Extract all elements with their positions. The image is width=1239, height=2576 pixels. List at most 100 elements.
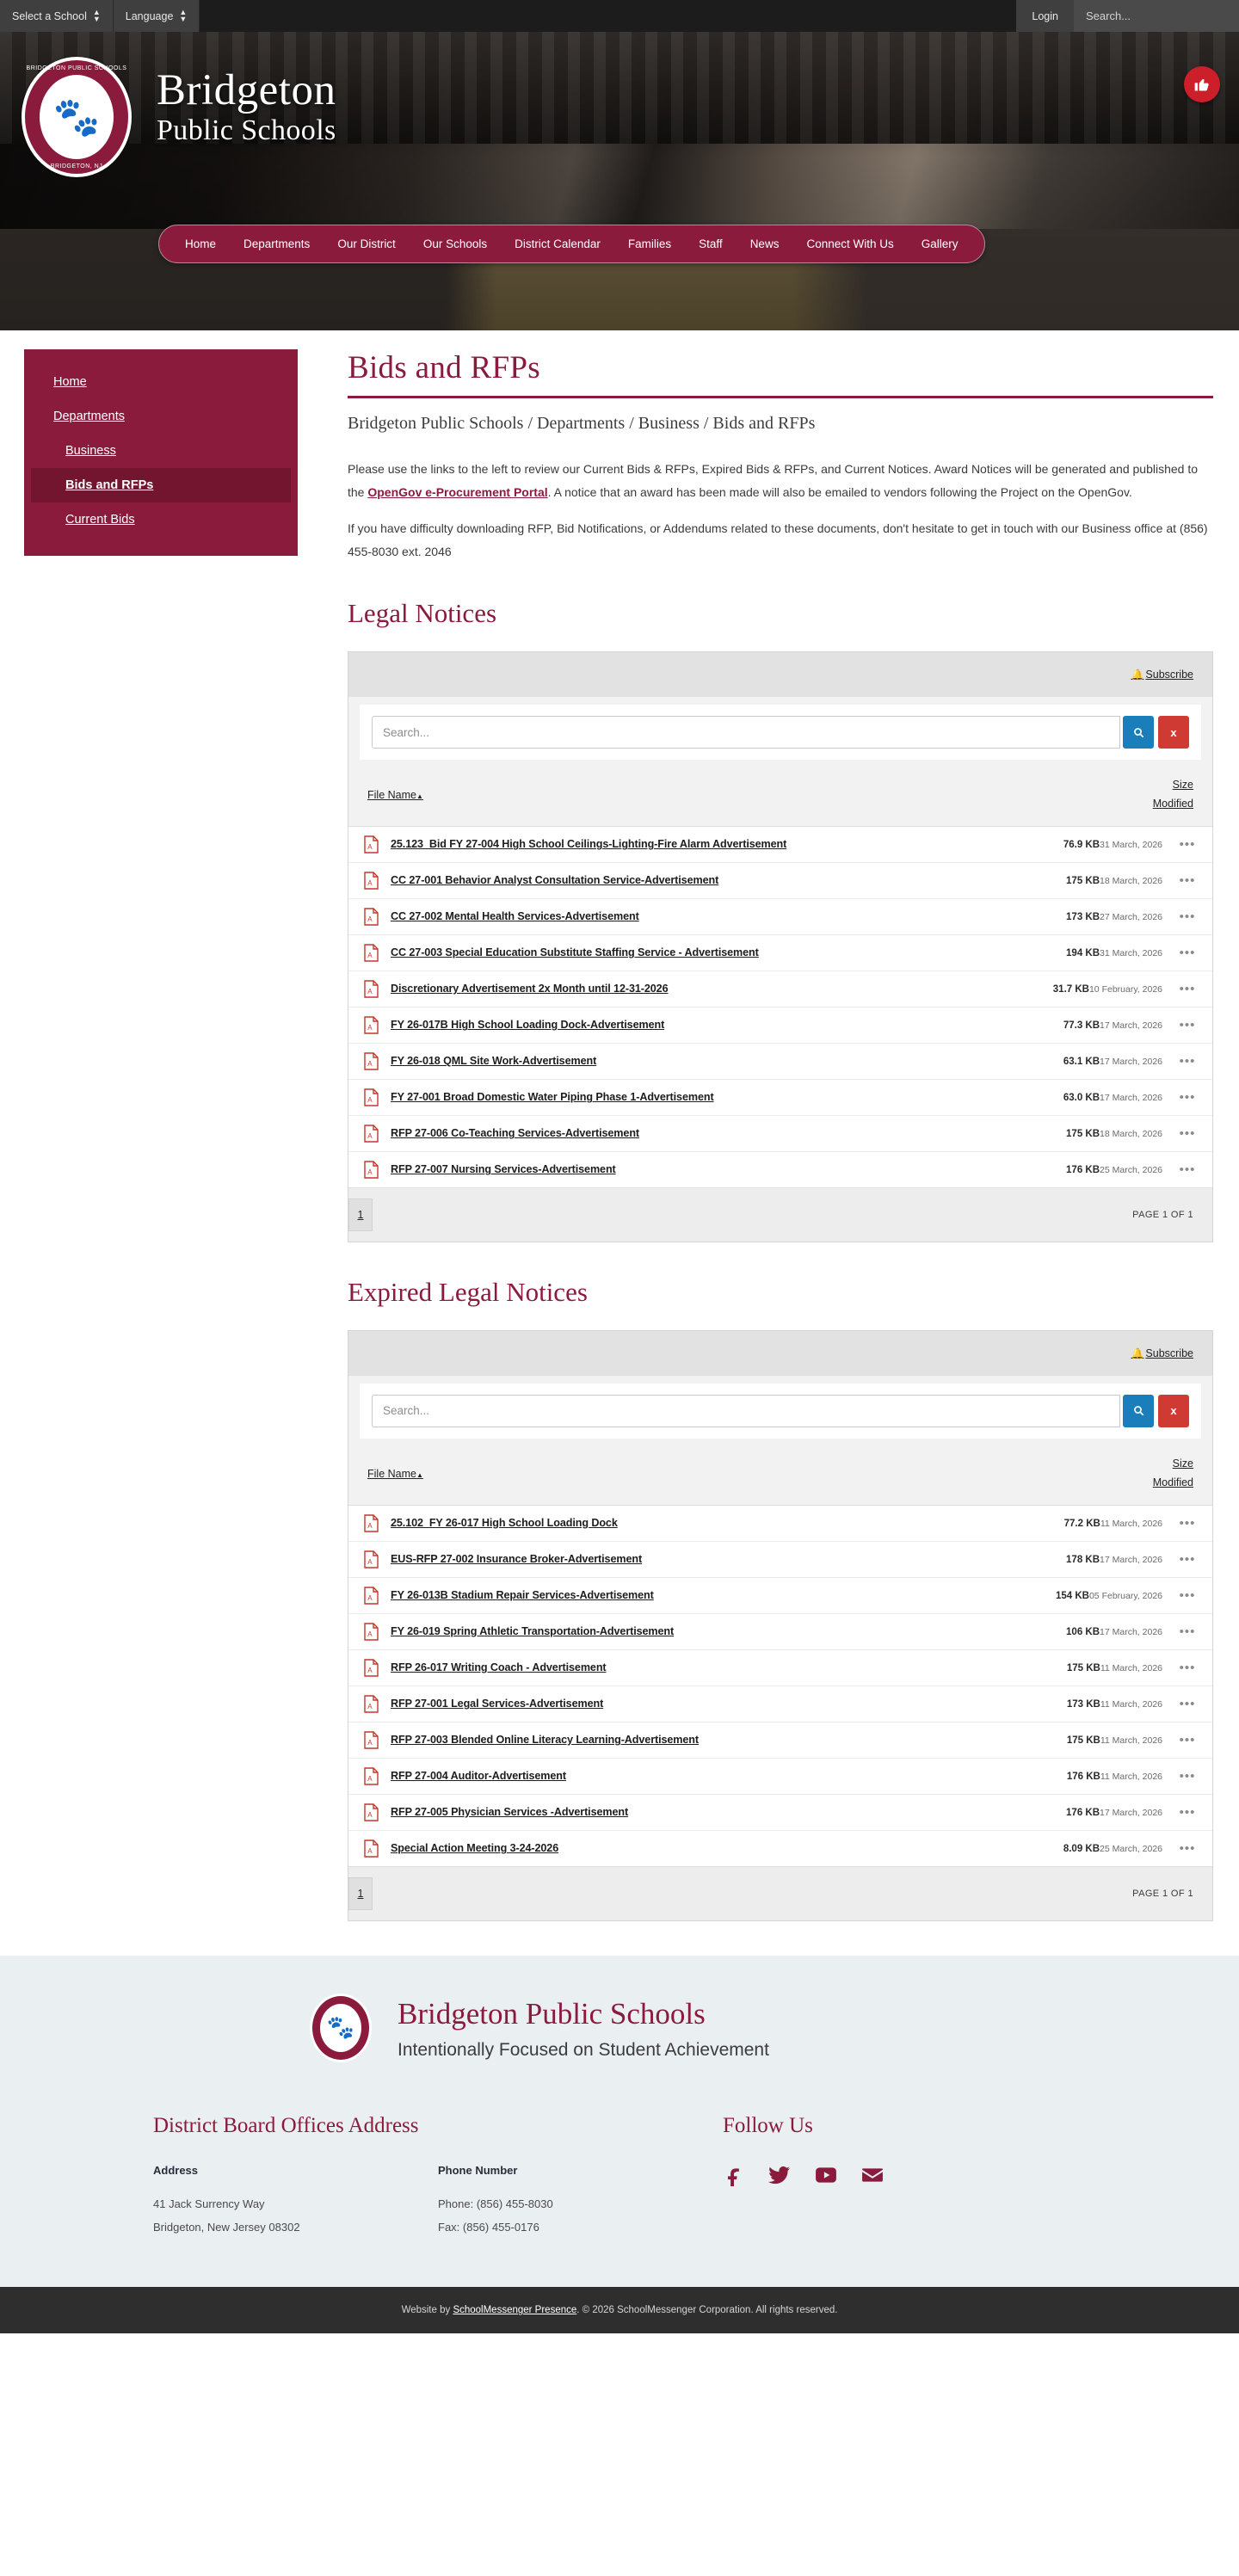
nav-item-staff[interactable]: Staff — [699, 237, 723, 250]
page-number-1[interactable]: 1 — [348, 1877, 373, 1910]
youtube-icon[interactable] — [814, 2164, 838, 2186]
row-menu-button[interactable]: ••• — [1179, 1053, 1196, 1069]
row-menu-button[interactable]: ••• — [1179, 1624, 1196, 1639]
file-row[interactable]: A FY 26-019 Spring Athletic Transportatio… — [348, 1612, 1212, 1649]
file-name-link[interactable]: FY 26-017B High School Loading Dock-Adve… — [391, 1019, 665, 1032]
filebox-clear-button[interactable]: x — [1158, 716, 1189, 749]
file-name-link[interactable]: CC 27-002 Mental Health Services-Adverti… — [391, 910, 639, 923]
filebox-search-input[interactable] — [372, 1394, 1120, 1427]
footer-district-seal-logo[interactable]: 🐾 — [310, 1993, 372, 2062]
sidebar-item-current-bids[interactable]: Current Bids — [65, 513, 135, 527]
row-menu-button[interactable]: ••• — [1179, 1732, 1196, 1747]
file-row[interactable]: A RFP 26-017 Writing Coach - Advertisemen… — [348, 1649, 1212, 1685]
subscribe-link[interactable]: 🔔 Subscribe — [1131, 1347, 1193, 1359]
file-row[interactable]: A FY 26-018 QML Site Work-Advertisement 63… — [348, 1042, 1212, 1079]
file-name-link[interactable]: FY 26-018 QML Site Work-Advertisement — [391, 1055, 597, 1068]
file-name-link[interactable]: RFP 27-004 Auditor-Advertisement — [391, 1770, 566, 1783]
file-name-link[interactable]: Special Action Meeting 3-24-2026 — [391, 1842, 559, 1855]
file-name-link[interactable]: FY 26-013B Stadium Repair Services-Adver… — [391, 1589, 654, 1602]
nav-item-our-district[interactable]: Our District — [337, 237, 396, 250]
sidebar-item-bids-and-rfps[interactable]: Bids and RFPs — [31, 468, 291, 502]
file-row[interactable]: A RFP 27-003 Blended Online Literacy Lear… — [348, 1721, 1212, 1758]
file-row[interactable]: A FY 26-017B High School Loading Dock-Adv… — [348, 1006, 1212, 1043]
sidebar-item-departments[interactable]: Departments — [53, 410, 126, 423]
row-menu-button[interactable]: ••• — [1179, 836, 1196, 852]
file-row[interactable]: A RFP 27-005 Physician Services -Advertis… — [348, 1793, 1212, 1830]
filebox-search-button[interactable] — [1123, 716, 1154, 749]
row-menu-button[interactable]: ••• — [1179, 945, 1196, 960]
email-icon[interactable] — [860, 2164, 885, 2186]
page-number-1[interactable]: 1 — [348, 1198, 373, 1231]
file-name-link[interactable]: 25.102_FY 26-017 High School Loading Doc… — [391, 1517, 618, 1530]
file-row[interactable]: A FY 26-013B Stadium Repair Services-Adve… — [348, 1576, 1212, 1613]
row-menu-button[interactable]: ••• — [1179, 1017, 1196, 1032]
nav-item-our-schools[interactable]: Our Schools — [422, 237, 488, 250]
facebook-icon[interactable] — [723, 2164, 745, 2188]
file-row[interactable]: A Discretionary Advertisement 2x Month un… — [348, 970, 1212, 1007]
nav-item-departments[interactable]: Departments — [243, 237, 311, 250]
nav-item-district-calendar[interactable]: District Calendar — [515, 237, 601, 250]
file-name-link[interactable]: RFP 27-006 Co-Teaching Services-Advertis… — [391, 1127, 639, 1140]
nav-item-gallery[interactable]: Gallery — [921, 237, 959, 250]
language-select[interactable]: Language ▲ ▼ — [113, 0, 200, 32]
file-row[interactable]: A Special Action Meeting 3-24-2026 8.09 KB… — [348, 1829, 1212, 1866]
column-header-size[interactable]: Size — [1172, 779, 1193, 792]
file-row[interactable]: A RFP 27-007 Nursing Services-Advertiseme… — [348, 1150, 1212, 1187]
file-row[interactable]: A 25.123_Bid FY 27-004 High School Ceilin… — [348, 825, 1212, 862]
row-menu-button[interactable]: ••• — [1179, 1587, 1196, 1603]
file-row[interactable]: A CC 27-003 Special Education Substitute … — [348, 934, 1212, 971]
file-name-link[interactable]: RFP 27-005 Physician Services -Advertise… — [391, 1806, 629, 1819]
file-name-link[interactable]: EUS-RFP 27-002 Insurance Broker-Advertis… — [391, 1553, 643, 1566]
file-name-link[interactable]: RFP 27-001 Legal Services-Advertisement — [391, 1698, 604, 1710]
row-menu-button[interactable]: ••• — [1179, 981, 1196, 996]
login-button[interactable]: Login — [1016, 0, 1074, 32]
nav-item-news[interactable]: News — [749, 237, 780, 250]
nav-item-home[interactable]: Home — [185, 237, 217, 250]
file-row[interactable]: A RFP 27-006 Co-Teaching Services-Adverti… — [348, 1114, 1212, 1151]
row-menu-button[interactable]: ••• — [1179, 1804, 1196, 1820]
file-row[interactable]: A 25.102_FY 26-017 High School Loading Do… — [348, 1504, 1212, 1541]
column-header-filename[interactable]: File Name▲ — [367, 789, 423, 801]
filebox-search-button[interactable] — [1123, 1394, 1154, 1427]
file-row[interactable]: A EUS-RFP 27-002 Insurance Broker-Adverti… — [348, 1540, 1212, 1577]
global-search-input[interactable] — [1086, 9, 1237, 22]
column-header-modified[interactable]: Modified — [1152, 1476, 1193, 1488]
column-header-size[interactable]: Size — [1172, 1457, 1193, 1470]
file-row[interactable]: A CC 27-002 Mental Health Services-Advert… — [348, 897, 1212, 934]
sidebar-item-business[interactable]: Business — [65, 444, 116, 458]
row-menu-button[interactable]: ••• — [1179, 1125, 1196, 1141]
row-menu-button[interactable]: ••• — [1179, 872, 1196, 888]
file-name-link[interactable]: Discretionary Advertisement 2x Month unt… — [391, 983, 669, 995]
row-menu-button[interactable]: ••• — [1179, 1551, 1196, 1567]
row-menu-button[interactable]: ••• — [1179, 1089, 1196, 1105]
file-name-link[interactable]: FY 27-001 Broad Domestic Water Piping Ph… — [391, 1091, 714, 1104]
nav-item-families[interactable]: Families — [627, 237, 672, 250]
file-name-link[interactable]: CC 27-001 Behavior Analyst Consultation … — [391, 874, 719, 887]
file-row[interactable]: A CC 27-001 Behavior Analyst Consultation… — [348, 861, 1212, 898]
row-menu-button[interactable]: ••• — [1179, 1840, 1196, 1856]
row-menu-button[interactable]: ••• — [1179, 1768, 1196, 1784]
row-menu-button[interactable]: ••• — [1179, 1696, 1196, 1711]
file-name-link[interactable]: 25.123_Bid FY 27-004 High School Ceiling… — [391, 838, 787, 851]
file-name-link[interactable]: CC 27-003 Special Education Substitute S… — [391, 946, 759, 959]
row-menu-button[interactable]: ••• — [1179, 909, 1196, 924]
row-menu-button[interactable]: ••• — [1179, 1515, 1196, 1531]
file-name-link[interactable]: FY 26-019 Spring Athletic Transportation… — [391, 1625, 675, 1638]
thumbs-up-icon[interactable] — [1184, 66, 1220, 102]
row-menu-button[interactable]: ••• — [1179, 1162, 1196, 1177]
twitter-icon[interactable] — [767, 2164, 792, 2186]
file-row[interactable]: A RFP 27-004 Auditor-Advertisement 176 KB1… — [348, 1757, 1212, 1794]
filebox-clear-button[interactable]: x — [1158, 1394, 1189, 1427]
nav-item-connect-with-us[interactable]: Connect With Us — [806, 237, 894, 250]
file-row[interactable]: A FY 27-001 Broad Domestic Water Piping P… — [348, 1078, 1212, 1115]
district-seal-logo[interactable]: BRIDGETON PUBLIC SCHOOLS BRIDGETON, NJ 🐾 — [22, 57, 132, 177]
row-menu-button[interactable]: ••• — [1179, 1660, 1196, 1675]
file-name-link[interactable]: RFP 27-007 Nursing Services-Advertisemen… — [391, 1163, 616, 1176]
column-header-modified[interactable]: Modified — [1152, 798, 1193, 810]
schoolmessenger-link[interactable]: SchoolMessenger Presence — [453, 2305, 577, 2316]
file-name-link[interactable]: RFP 27-003 Blended Online Literacy Learn… — [391, 1734, 699, 1747]
filebox-search-input[interactable] — [372, 716, 1120, 749]
file-name-link[interactable]: RFP 26-017 Writing Coach - Advertisement — [391, 1661, 607, 1674]
opengov-portal-link[interactable]: OpenGov e-Procurement Portal — [367, 485, 548, 500]
sidebar-item-home[interactable]: Home — [53, 375, 87, 389]
